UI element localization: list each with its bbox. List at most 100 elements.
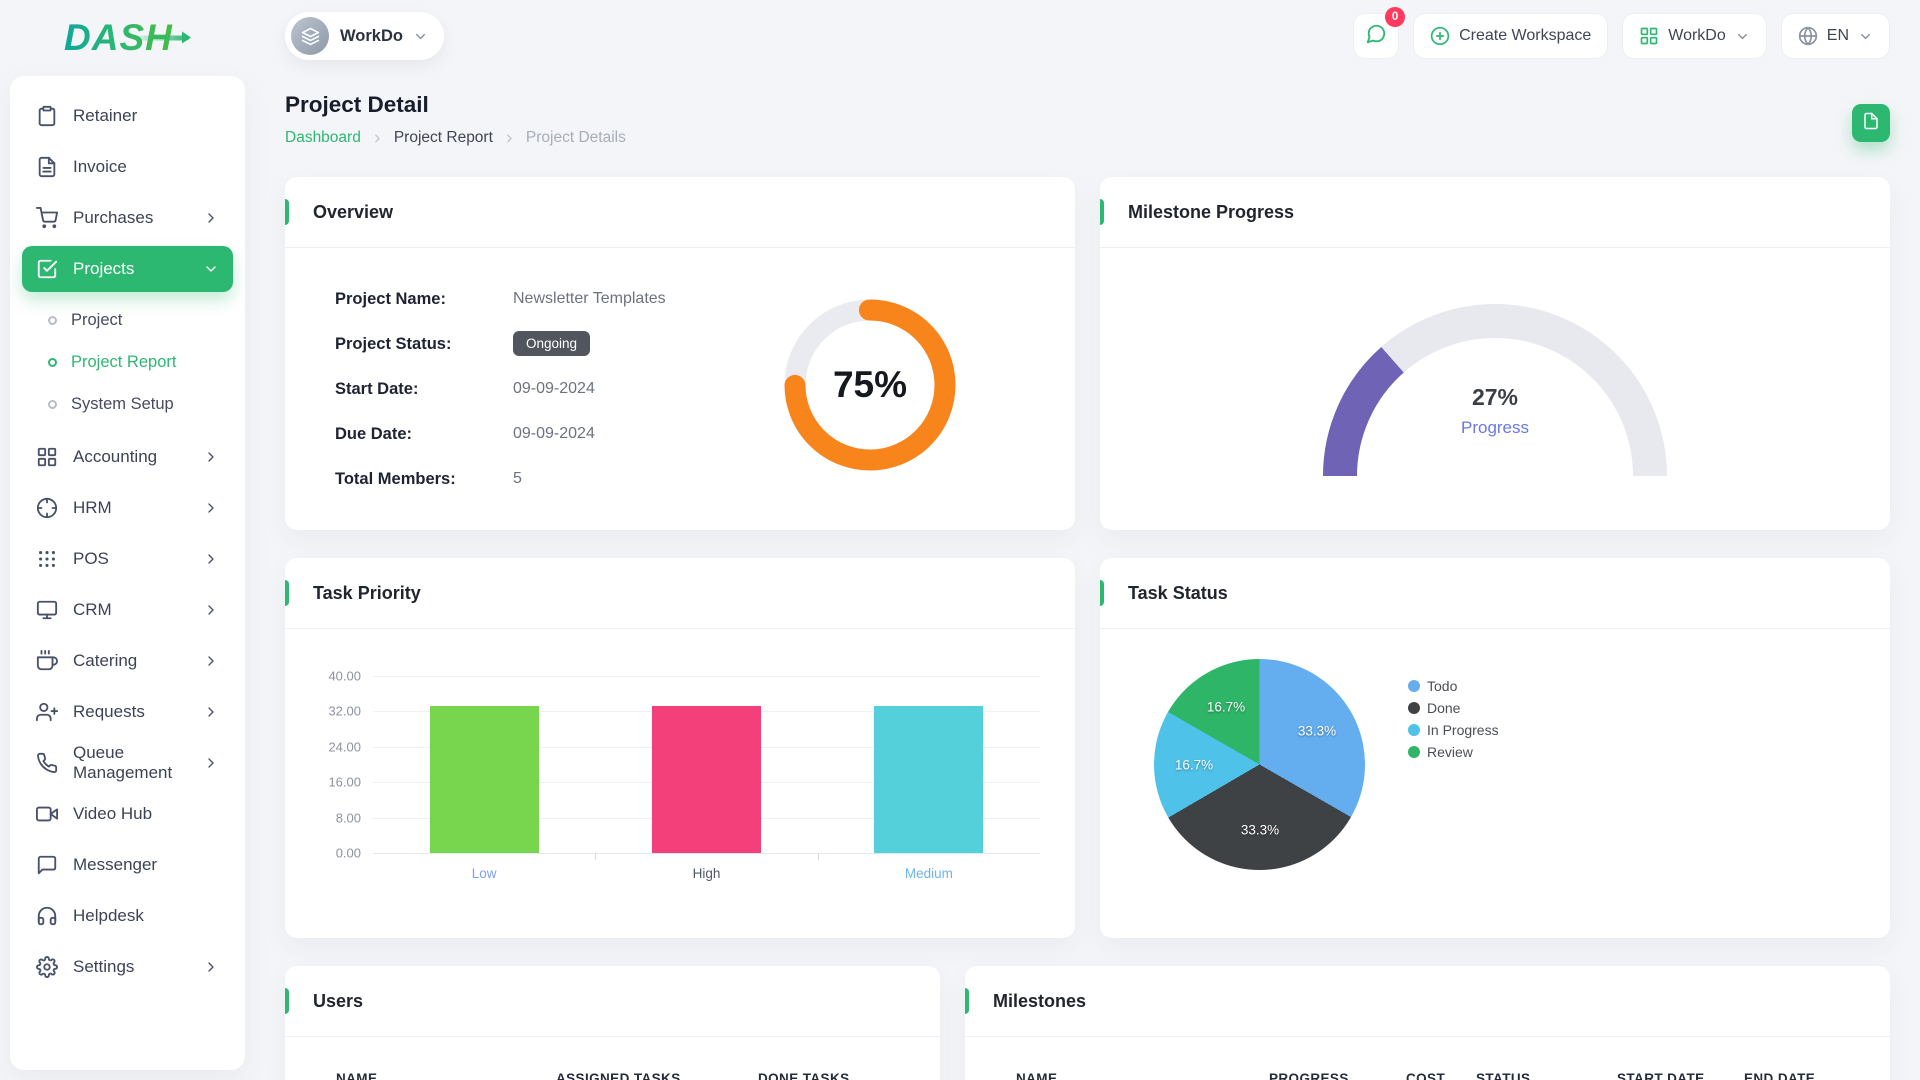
language-selector[interactable]: EN (1780, 13, 1890, 59)
sidebar-item-crm[interactable]: CRM (22, 587, 233, 633)
overview-card: Overview Project Name: Newsletter Templat… (285, 177, 1075, 530)
column-header-name: NAME (336, 1071, 378, 1080)
milestone-progress-card: Milestone Progress 27% Progress (1100, 177, 1890, 530)
catering-icon (36, 650, 58, 672)
chat-icon (1365, 23, 1387, 50)
overview-field-project-name: Project Name: Newsletter Templates (335, 290, 666, 335)
sidebar-item-label: Helpdesk (73, 906, 144, 925)
sidebar-item-settings[interactable]: Settings (22, 944, 233, 990)
create-workspace-label: Create Workspace (1459, 27, 1592, 44)
legend-item-done[interactable]: Done (1408, 700, 1499, 716)
sidebar-item-requests[interactable]: Requests (22, 689, 233, 735)
legend-item-review[interactable]: Review (1408, 744, 1499, 760)
sidebar-item-accounting[interactable]: Accounting (22, 434, 233, 480)
bar-high (652, 705, 761, 853)
breadcrumb: Dashboard Project Report Project Details (285, 129, 626, 147)
invoice-icon (36, 156, 58, 178)
breadcrumb-item-dashboard[interactable]: Dashboard (285, 129, 361, 146)
sidebar-subitem-label: Project Report (71, 352, 177, 371)
sidebar-item-purchases[interactable]: Purchases (22, 195, 233, 241)
y-axis-tick-label: 40.00 (328, 668, 361, 684)
task-priority-bar-chart: 40.00 32.00 24.00 16.00 8.00 0.00 Low High Mediu… (285, 629, 1075, 938)
overview-field-due-date: Due Date: 09-09-2024 (335, 425, 666, 470)
sidebar-item-label: Requests (73, 702, 145, 721)
sidebar-subitem-label: Project (71, 310, 123, 329)
chevron-down-icon (203, 261, 219, 277)
column-header-progress: PROGRESS (1269, 1071, 1349, 1080)
breadcrumb-separator-icon (371, 132, 384, 145)
x-axis-tick (817, 853, 819, 860)
settings-icon (36, 956, 58, 978)
sidebar-item-messenger[interactable]: Messenger (22, 842, 233, 888)
legend-item-todo[interactable]: Todo (1408, 678, 1499, 694)
sidebar-subitem-project-report[interactable]: Project Report (18, 341, 237, 383)
sidebar-item-invoice[interactable]: Invoice (22, 144, 233, 190)
retainer-icon (36, 105, 58, 127)
breadcrumb-item-project-report[interactable]: Project Report (393, 129, 493, 146)
bar-low (429, 705, 539, 853)
export-report-button[interactable] (1852, 104, 1890, 142)
x-axis-line (373, 853, 1040, 854)
brand-logo[interactable]: DASH (0, 0, 255, 76)
sidebar-item-label: Accounting (73, 447, 158, 466)
overview-field-project-status: Project Status: Ongoing (335, 331, 666, 380)
sidebar-subitem-system-setup[interactable]: System Setup (18, 383, 237, 425)
sidebar-menu: Retainer Invoice Purchases Projects Project P… (10, 76, 245, 1070)
legend-label: In Progress (1427, 722, 1499, 738)
overview-field-label: Start Date: (335, 380, 419, 398)
task-priority-card-title: Task Priority (285, 558, 1075, 629)
bullet-ring-icon (48, 399, 57, 409)
sidebar-item-projects[interactable]: Projects (22, 246, 233, 292)
requests-icon (36, 701, 58, 723)
breadcrumb-separator-icon (503, 132, 516, 145)
sidebar-item-label: Purchases (73, 208, 154, 227)
column-header-name: NAME (1016, 1071, 1058, 1080)
sidebar-item-queue-management[interactable]: Queue Management (22, 740, 233, 786)
x-axis-tick (595, 853, 597, 860)
y-axis-tick-label: 0.00 (335, 845, 361, 861)
milestones-card: Milestones NAME PROGRESS COST STATUS START D… (965, 966, 1890, 1080)
chevron-right-icon (203, 959, 219, 975)
overview-field-label: Project Name: (335, 290, 446, 308)
sidebar-submenu-projects: Project Project Report System Setup (18, 297, 237, 429)
milestone-gauge-percent: 27% (1471, 384, 1519, 410)
sidebar-item-label: Catering (73, 651, 138, 670)
workspace-dropdown-label: WorkDo (1668, 27, 1726, 44)
sidebar-item-label: POS (73, 549, 109, 568)
sidebar-item-pos[interactable]: POS (22, 536, 233, 582)
overview-donut-chart: 75% (775, 290, 965, 480)
queue-icon (36, 752, 58, 774)
sidebar-item-retainer[interactable]: Retainer (22, 93, 233, 139)
create-workspace-button[interactable]: Create Workspace (1413, 13, 1609, 59)
sidebar-item-video-hub[interactable]: Video Hub (22, 791, 233, 837)
sidebar-item-hrm[interactable]: HRM (22, 485, 233, 531)
chat-button[interactable]: 0 (1353, 7, 1406, 59)
video-icon (36, 803, 58, 825)
page-title: Project Detail (285, 92, 429, 117)
sidebar-item-catering[interactable]: Catering (22, 638, 233, 684)
y-axis-tick-label: 16.00 (328, 774, 361, 790)
workspace-dropdown[interactable]: WorkDo (1622, 13, 1767, 59)
overview-field-total-members: Total Members: 5 (335, 470, 666, 515)
users-card-title: Users (285, 966, 940, 1037)
sidebar-item-label: Projects (73, 259, 135, 278)
gridline (373, 676, 1040, 677)
legend-dot-icon (1408, 724, 1420, 736)
sidebar-subitem-project[interactable]: Project (18, 299, 237, 341)
bullet-ring-icon (48, 315, 57, 325)
pie-slice-label-todo: 33.3% (1297, 723, 1337, 739)
workspace-selector[interactable]: WorkDo (285, 12, 444, 60)
chevron-right-icon (203, 210, 219, 226)
legend-dot-icon (1408, 680, 1420, 692)
chevron-right-icon (203, 755, 219, 771)
workspace-selector-label: WorkDo (340, 26, 403, 45)
sidebar-item-helpdesk[interactable]: Helpdesk (22, 893, 233, 939)
task-priority-card: Task Priority 40.00 32.00 24.00 16.00 8.00 0.… (285, 558, 1075, 938)
legend-item-in-progress[interactable]: In Progress (1408, 722, 1499, 738)
overview-field-start-date: Start Date: 09-09-2024 (335, 380, 666, 425)
globe-icon (1798, 26, 1818, 46)
overview-card-title: Overview (285, 177, 1075, 248)
topbar: WorkDo 0 Create Workspace WorkDo EN (285, 0, 1890, 72)
x-axis-label-low: Low (471, 866, 497, 881)
task-status-pie-chart: 33.3% 33.3% 16.7% 16.7% (1154, 659, 1365, 870)
